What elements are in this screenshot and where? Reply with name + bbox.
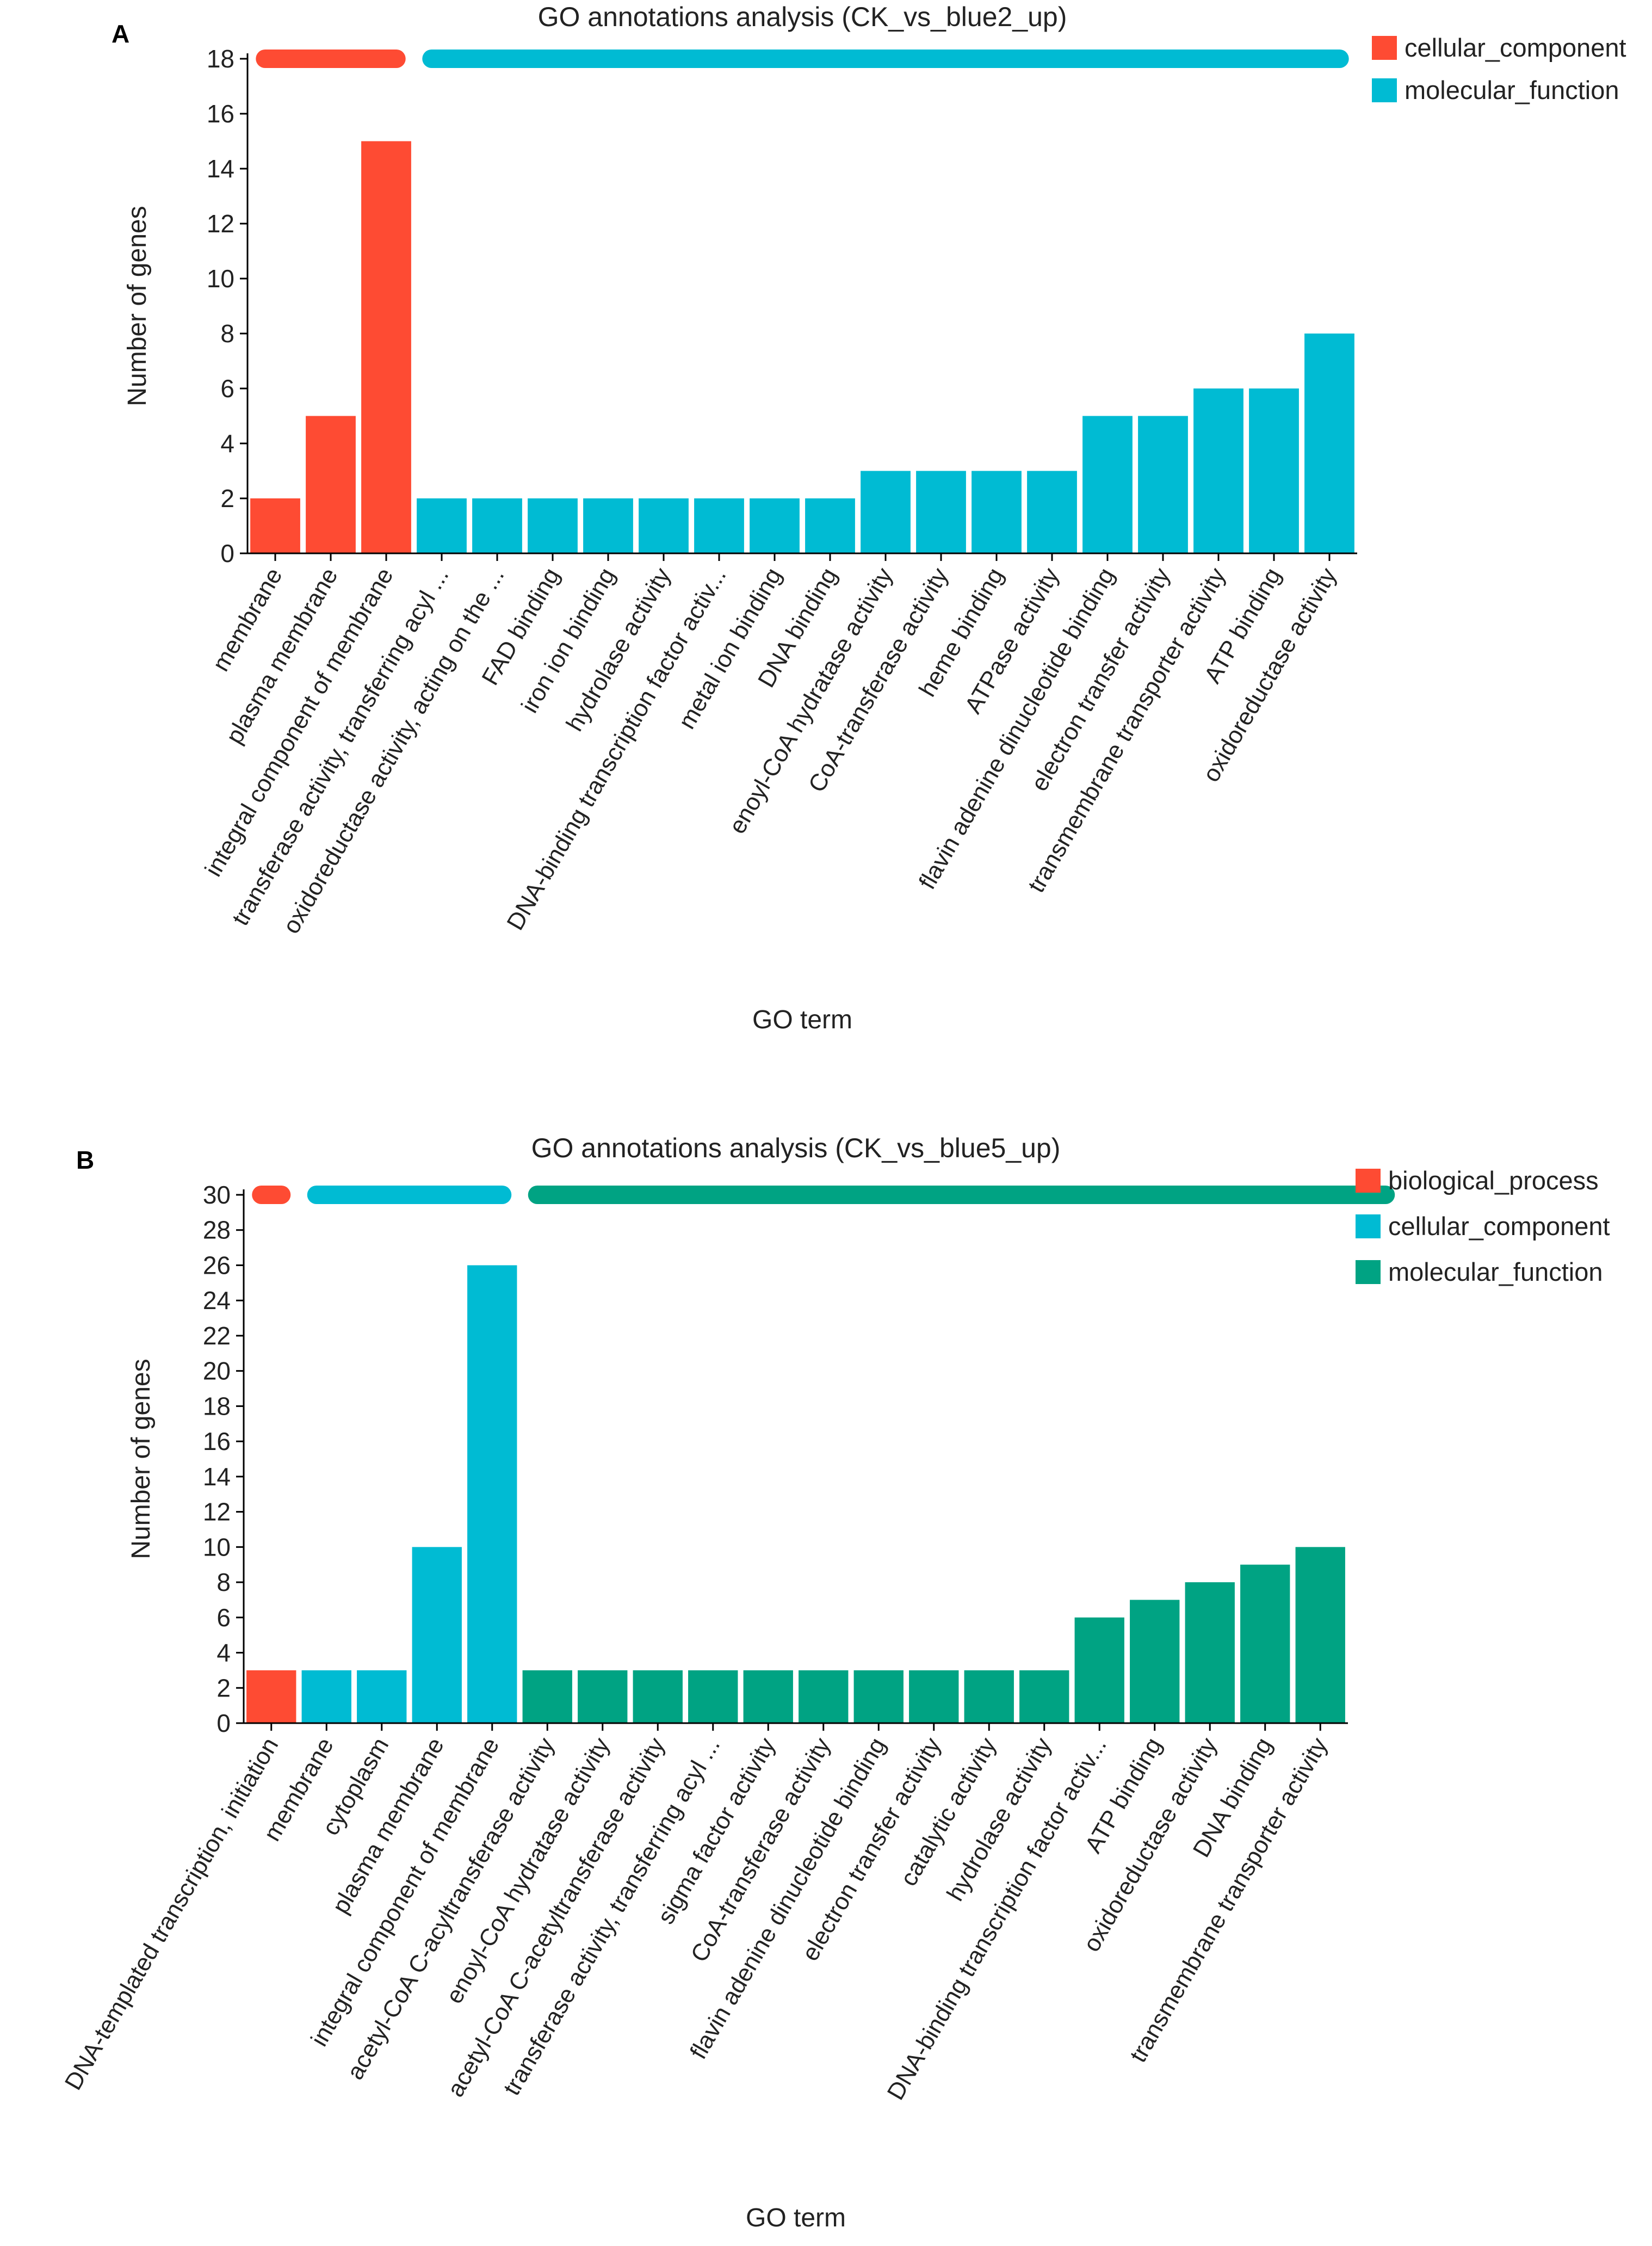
bar — [1082, 416, 1133, 553]
y-tick-label: 4 — [220, 429, 234, 458]
legend-label: biological_process — [1388, 1166, 1599, 1195]
y-axis-title: Number of genes — [127, 1359, 156, 1559]
legend-label: cellular_component — [1404, 33, 1626, 62]
y-tick-label: 8 — [216, 1568, 231, 1596]
bar — [472, 498, 522, 553]
y-tick-label: 28 — [203, 1216, 231, 1244]
y-tick-label: 16 — [207, 100, 234, 128]
bar — [357, 1670, 407, 1723]
bar — [417, 498, 467, 553]
bar — [1240, 1564, 1290, 1723]
x-tick-label: DNA-templated transcription, initiation — [60, 1733, 284, 2095]
x-axis-title: GO term — [752, 1005, 852, 1034]
bar — [1295, 1547, 1345, 1723]
y-tick-label: 18 — [203, 1392, 231, 1420]
y-tick-label: 6 — [216, 1603, 231, 1632]
y-tick-label: 2 — [220, 484, 234, 513]
y-axis-title: Number of genes — [123, 206, 152, 406]
y-tick-label: 16 — [203, 1427, 231, 1455]
legend-swatch — [1372, 78, 1397, 102]
legend-swatch — [1356, 1260, 1381, 1284]
bar — [805, 498, 855, 553]
bar — [750, 498, 800, 553]
panel-letter: A — [112, 20, 129, 48]
legend-swatch — [1372, 36, 1397, 60]
bar — [246, 1670, 296, 1723]
bar — [528, 498, 578, 553]
bar — [522, 1670, 572, 1723]
bar — [1193, 388, 1243, 553]
panel-letter: B — [76, 1146, 94, 1174]
bar — [633, 1670, 683, 1723]
chart-panel-a: A GO annotations analysis (CK_vs_blue2_up… — [112, 2, 1626, 1034]
bar — [1027, 471, 1077, 553]
y-tick-label: 10 — [207, 264, 234, 293]
bar — [694, 498, 744, 553]
y-tick-label: 6 — [220, 374, 234, 403]
bar — [1019, 1670, 1069, 1723]
y-tick-label: 12 — [207, 209, 234, 238]
legend-label: molecular_function — [1404, 76, 1619, 104]
bar — [799, 1670, 849, 1723]
chart-title: GO annotations analysis (CK_vs_blue2_up) — [538, 2, 1067, 32]
legend-swatch — [1356, 1169, 1381, 1193]
bar — [909, 1670, 959, 1723]
y-tick-label: 8 — [220, 319, 234, 348]
bar — [1138, 416, 1188, 553]
group-indicator-bar — [307, 1186, 512, 1204]
chart-title: GO annotations analysis (CK_vs_blue5_up) — [531, 1133, 1061, 1163]
y-tick-label: 30 — [203, 1181, 231, 1209]
bar — [688, 1670, 738, 1723]
bar — [467, 1265, 517, 1723]
y-tick-label: 26 — [203, 1251, 231, 1279]
bar — [250, 498, 300, 553]
bar — [972, 471, 1022, 553]
bar — [861, 471, 911, 553]
bar — [743, 1670, 793, 1723]
bar — [1130, 1600, 1180, 1723]
y-tick-label: 14 — [203, 1463, 231, 1491]
group-indicator-bar — [252, 1186, 291, 1204]
bar — [1304, 334, 1354, 553]
x-axis-title: GO term — [746, 2204, 846, 2232]
bar — [306, 416, 356, 553]
bar — [361, 141, 411, 553]
bar — [578, 1670, 628, 1723]
y-tick-label: 24 — [203, 1286, 231, 1315]
bar — [916, 471, 966, 553]
bar — [583, 498, 633, 553]
bar — [964, 1670, 1014, 1723]
legend-swatch — [1356, 1214, 1381, 1238]
bar — [301, 1670, 351, 1723]
bar — [853, 1670, 904, 1723]
y-tick-label: 0 — [220, 539, 234, 567]
y-tick-label: 20 — [203, 1357, 231, 1385]
bar — [1185, 1582, 1235, 1723]
y-tick-label: 10 — [203, 1533, 231, 1561]
chart-panel-b: B GO annotations analysis (CK_vs_blue5_up… — [60, 1133, 1610, 2232]
bar — [412, 1547, 462, 1723]
bar — [639, 498, 689, 553]
group-indicator-bar — [256, 50, 406, 68]
y-tick-label: 2 — [216, 1674, 231, 1702]
group-indicator-bar — [528, 1186, 1395, 1204]
y-tick-label: 18 — [207, 45, 234, 73]
group-indicator-bar — [422, 50, 1349, 68]
legend-label: cellular_component — [1388, 1212, 1610, 1241]
legend-label: molecular_function — [1388, 1257, 1603, 1286]
y-tick-label: 0 — [216, 1709, 231, 1737]
bar — [1074, 1617, 1124, 1723]
y-tick-label: 14 — [207, 155, 234, 183]
bar — [1249, 388, 1299, 553]
y-tick-label: 12 — [203, 1498, 231, 1526]
y-tick-label: 4 — [216, 1639, 231, 1667]
y-tick-label: 22 — [203, 1322, 231, 1350]
